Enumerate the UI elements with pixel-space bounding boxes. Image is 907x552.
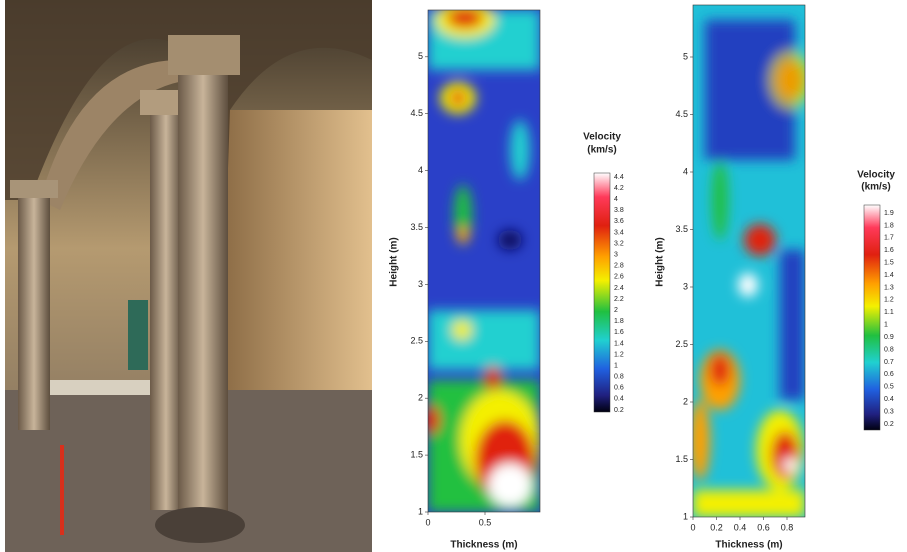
colorbar-tick-label: 0.9 (884, 334, 894, 341)
figure: Velocity (km/s) Velocity (km/s) Thicknes… (0, 0, 907, 552)
colorbar-unit: (km/s) (861, 182, 890, 193)
velocity-map (424, 2, 540, 512)
y-tick-label: 1 (418, 506, 423, 516)
colorbar-tick-label: 1.4 (614, 340, 624, 347)
colorbar-tick-label: 3.8 (614, 207, 624, 214)
y-tick-label: 2 (418, 393, 423, 403)
photo (5, 0, 372, 552)
colorbar-tick-label: 0.8 (884, 346, 894, 353)
colorbar-tick-label: 1.9 (884, 210, 894, 217)
y-tick-label: 1.5 (675, 454, 688, 464)
colorbar-title: Velocity (583, 132, 621, 143)
colorbar-tick-label: 2 (614, 307, 618, 314)
x-tick-label: 0.6 (757, 522, 770, 532)
colorbar-tick-label: 1.8 (614, 318, 624, 325)
colorbar-tick-label: 0.2 (884, 421, 894, 428)
x-tick-label: 0.5 (479, 517, 492, 527)
colorbar-tick-label: 1.2 (614, 351, 624, 358)
colorbar-tick-label: 3.2 (614, 240, 624, 247)
colorbar-tick-label: 4.4 (614, 174, 624, 181)
colorbar-tick-label: 1.7 (884, 235, 894, 242)
colorbar-tick-label: 0.2 (614, 407, 624, 414)
y-tick-label: 4.5 (675, 109, 688, 119)
x-tick-label: 0.4 (734, 522, 747, 532)
x-axis-label: Thickness (m) (715, 540, 782, 551)
y-tick-label: 1 (683, 511, 688, 521)
colorbar-tick-label: 0.8 (614, 374, 624, 381)
y-tick-label: 4 (418, 165, 423, 175)
y-tick-label: 2 (683, 396, 688, 406)
colorbar-tick-label: 4.2 (614, 185, 624, 192)
colorbar-tick-label: 2.6 (614, 274, 624, 281)
velocity-map (690, 5, 812, 517)
colorbar-tick-label: 1.1 (884, 309, 894, 316)
colorbar-tick-label: 0.4 (614, 396, 624, 403)
colorbar-tick-label: 0.7 (884, 359, 894, 366)
colorbar-tick-label: 0.6 (884, 371, 894, 378)
y-tick-label: 3 (418, 279, 423, 289)
y-tick-label: 4 (683, 166, 688, 176)
y-tick-label: 2.5 (410, 336, 423, 346)
y-axis-label: Height (m) (389, 237, 400, 286)
colorbar-title: Velocity (857, 170, 895, 181)
colorbar-tick-label: 1 (884, 322, 888, 329)
y-tick-label: 1.5 (410, 449, 423, 459)
x-tick-label: 0 (690, 522, 695, 532)
colorbar-tick-label: 0.6 (614, 385, 624, 392)
colorbar-tick-label: 1.4 (884, 272, 894, 279)
y-tick-label: 3 (683, 281, 688, 291)
x-axis-label: Thickness (m) (450, 540, 517, 551)
colorbar-tick-label: 1.5 (884, 259, 894, 266)
x-tick-label: 0 (425, 517, 430, 527)
colorbar-tick-label: 0.3 (884, 408, 894, 415)
y-tick-label: 2.5 (675, 339, 688, 349)
y-tick-label: 3.5 (410, 222, 423, 232)
colorbar-tick-label: 2.2 (614, 296, 624, 303)
y-tick-label: 3.5 (675, 224, 688, 234)
colorbar-tick-label: 1.2 (884, 297, 894, 304)
colorbar-tick-label: 1.8 (884, 222, 894, 229)
colorbar-unit: (km/s) (587, 145, 616, 156)
colorbar-tick-label: 2.4 (614, 285, 624, 292)
y-axis-label: Height (m) (655, 237, 666, 286)
y-tick-label: 5 (683, 51, 688, 61)
colorbar-tick-label: 1.6 (884, 247, 894, 254)
colorbar-tick-label: 3.4 (614, 229, 624, 236)
colorbar (864, 205, 880, 430)
colorbar-tick-label: 1 (614, 362, 618, 369)
y-tick-label: 4.5 (410, 108, 423, 118)
colorbar-tick-label: 3 (614, 252, 618, 259)
x-tick-label: 0.2 (710, 522, 723, 532)
colorbar-tick-label: 2.8 (614, 263, 624, 270)
x-tick-label: 0.8 (781, 522, 794, 532)
colorbar-tick-label: 3.6 (614, 218, 624, 225)
colorbar-tick-label: 1.3 (884, 284, 894, 291)
colorbar (594, 173, 610, 412)
colorbar-tick-label: 4 (614, 196, 618, 203)
colorbar-tick-label: 1.6 (614, 329, 624, 336)
colorbar-tick-label: 0.4 (884, 396, 894, 403)
y-tick-label: 5 (418, 51, 423, 61)
colorbar-tick-label: 0.5 (884, 384, 894, 391)
